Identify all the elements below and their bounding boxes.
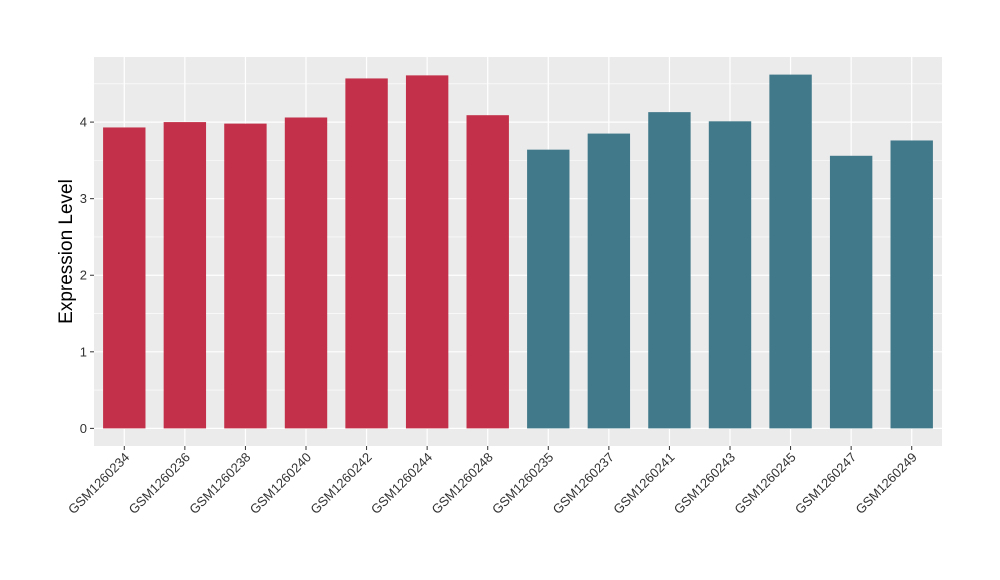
bar-GSM1260248 xyxy=(466,115,509,429)
x-tick-label: GSM1260245 xyxy=(731,450,798,517)
bar-GSM1260247 xyxy=(829,155,873,429)
y-axis-title: Expression Level xyxy=(56,179,77,324)
bar-GSM1260238 xyxy=(224,123,267,429)
y-tick-label: 3 xyxy=(80,191,87,206)
y-tick-label: 4 xyxy=(80,115,87,130)
bar-GSM1260245 xyxy=(769,74,812,429)
bar-GSM1260243 xyxy=(708,121,752,429)
bar-GSM1260241 xyxy=(648,112,691,429)
bars xyxy=(103,74,933,429)
plot-panel xyxy=(94,57,942,446)
x-axis: GSM1260234GSM1260236GSM1260238GSM1260240… xyxy=(65,446,920,517)
x-tick-label: GSM1260240 xyxy=(247,450,314,517)
y-tick-label: 0 xyxy=(80,421,87,436)
x-tick-label: GSM1260249 xyxy=(852,450,919,517)
x-tick-label: GSM1260241 xyxy=(610,450,677,517)
bar-GSM1260242 xyxy=(345,78,388,429)
y-axis: 0 1 2 3 4 xyxy=(80,115,94,436)
x-tick-label: GSM1260247 xyxy=(792,450,859,517)
bar-GSM1260236 xyxy=(163,122,207,429)
x-tick-label: GSM1260238 xyxy=(186,450,253,517)
x-tick-label: GSM1260242 xyxy=(307,450,374,517)
bar-GSM1260244 xyxy=(405,75,449,429)
bar-GSM1260240 xyxy=(284,117,328,429)
x-tick-label: GSM1260248 xyxy=(428,450,495,517)
x-tick-label: GSM1260244 xyxy=(368,450,435,517)
x-tick-label: GSM1260236 xyxy=(126,450,193,517)
y-tick-label: 2 xyxy=(80,268,87,283)
bar-GSM1260235 xyxy=(527,149,570,429)
bar-GSM1260234 xyxy=(103,127,146,429)
x-tick-label: GSM1260235 xyxy=(489,450,556,517)
x-tick-label: GSM1260234 xyxy=(65,450,132,517)
y-tick-label: 1 xyxy=(80,344,87,359)
bar-GSM1260249 xyxy=(890,140,933,429)
x-tick-label: GSM1260237 xyxy=(550,450,617,517)
bar-GSM1260237 xyxy=(587,133,631,429)
x-tick-label: GSM1260243 xyxy=(671,450,738,517)
